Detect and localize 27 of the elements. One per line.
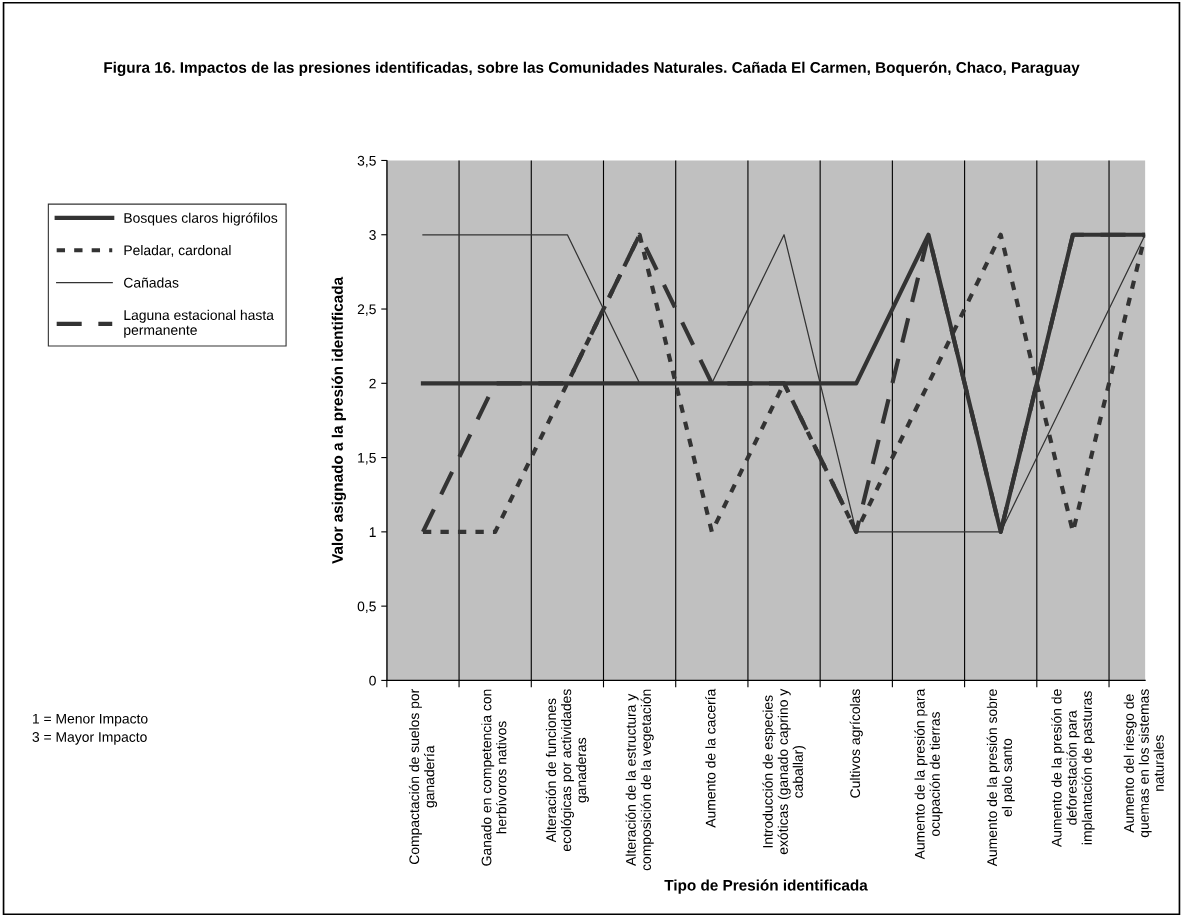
- x-tick-label: Aumento de la presión sobre el palo santo: [986, 689, 1015, 867]
- y-tick-label: 3,5: [357, 155, 376, 168]
- x-tick-label: Aumento de la presión para ocupación de tierras: [914, 688, 943, 860]
- x-tick-label: Alteración de funciones ecológicas por actividades ganaderas: [545, 689, 589, 852]
- y-tick-label: 0: [369, 675, 376, 686]
- y-tick-label: 3: [369, 230, 376, 240]
- y-tick-label: 1,5: [358, 453, 376, 465]
- y-tick-label: 0,5: [357, 601, 376, 613]
- x-tick-label: Introducción de especies exóticas (ganado caprino y caballar): [762, 688, 806, 855]
- legend-label: Bosques claros higrófilos: [124, 212, 278, 226]
- y-tick-label: 1: [369, 527, 376, 537]
- x-tick-label: Cultivos agrícolas: [849, 689, 863, 798]
- x-axis-title: Tipo de Presión identificada: [664, 879, 868, 894]
- legend-label: Laguna estacional hasta permanente: [124, 309, 274, 338]
- legend-label: Cañadas: [124, 277, 179, 288]
- x-tick-label: Aumento del riesgo de quemas en los sistemas naturales: [1123, 689, 1164, 838]
- x-tick-label: Aumento de la presión de deforestación para implantación de pasturas: [1051, 689, 1095, 847]
- text: 1 = Menor Impacto: [33, 713, 148, 727]
- x-tick-label: Alteración de la estructura y composición de la vegetación: [625, 689, 654, 871]
- x-tick-label: Compactación de suelos por ganadería: [408, 688, 438, 865]
- y-axis-title: Valor asignado a la presión identificada: [331, 276, 347, 564]
- y-tick-label: 2: [369, 378, 376, 389]
- legend-label: Peladar, cardonal: [124, 245, 231, 257]
- chart-title: Figura 16. Impactos de las presiones identificadas, sobre las Comunidades Naturales. Cañada El Carmen, Boquerón, Chaco, Paraguay: [104, 61, 1080, 76]
- x-tick-label: Aumento de la cacería: [705, 688, 716, 828]
- text: 3 = Mayor Impacto: [32, 732, 147, 745]
- y-tick-label: 2,5: [357, 304, 376, 316]
